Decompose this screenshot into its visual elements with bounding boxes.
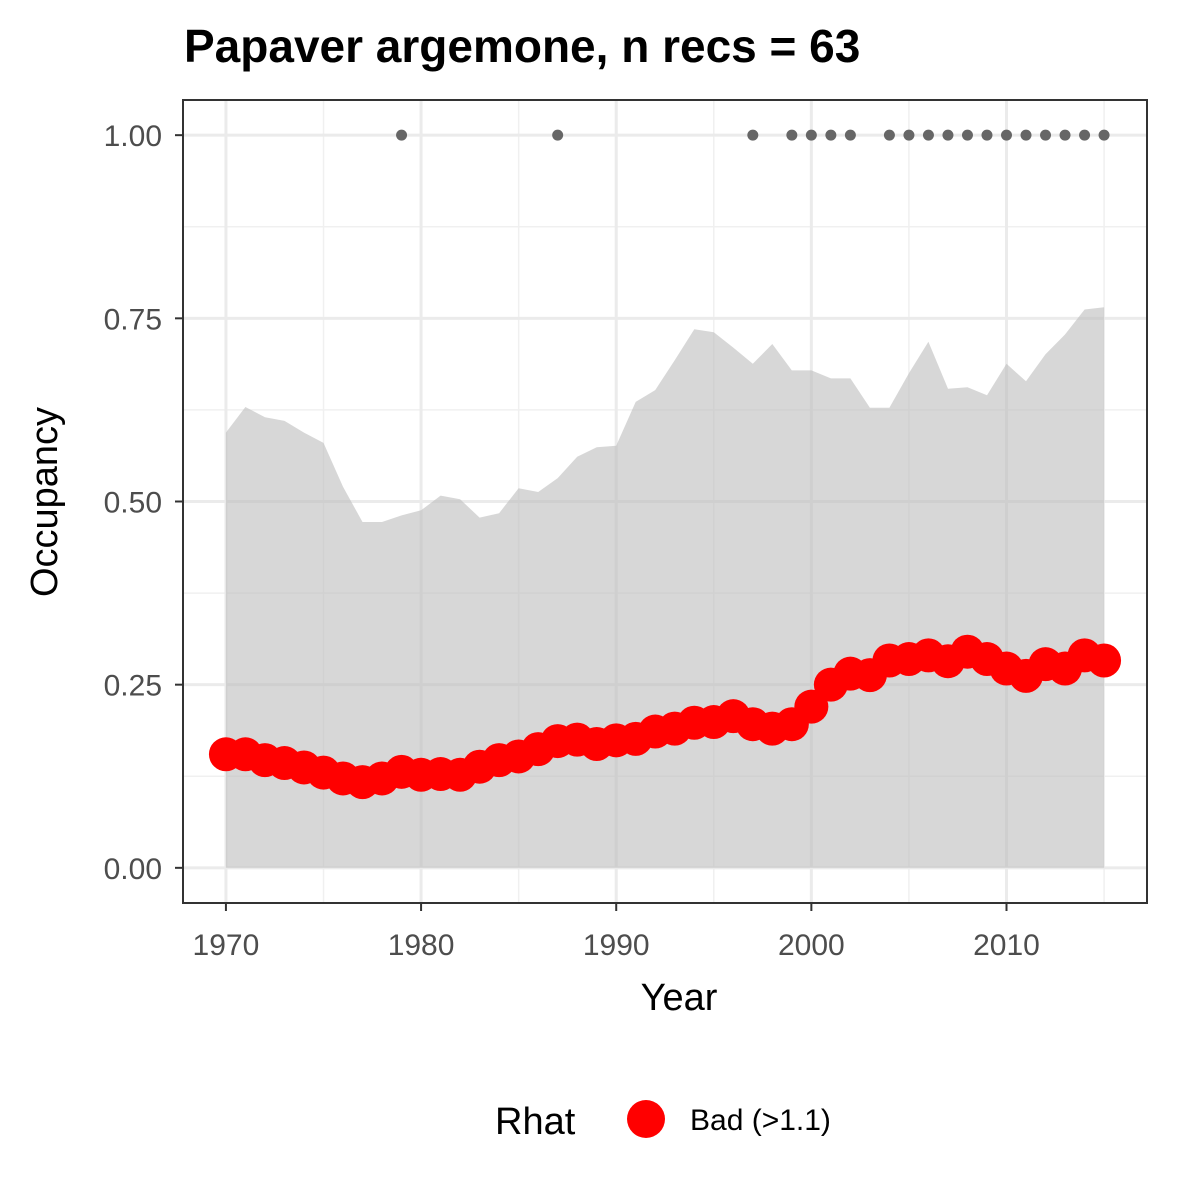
legend-title: Rhat [495, 1101, 576, 1143]
record-point [942, 129, 954, 141]
record-point [747, 129, 759, 141]
record-point [1079, 129, 1091, 141]
x-tick-label: 2000 [778, 929, 845, 962]
record-point [396, 129, 408, 141]
x-tick-label: 1990 [583, 929, 650, 962]
legend-key-bad [627, 1100, 665, 1138]
legend: Rhat Bad (>1.1) [495, 1100, 831, 1143]
points-layer [208, 634, 1122, 800]
y-tick-label: 0.50 [104, 487, 162, 520]
x-axis-title: Year [641, 977, 718, 1019]
x-tick-label: 1970 [193, 929, 260, 962]
y-tick-label: 0.25 [104, 670, 162, 703]
record-point [805, 129, 817, 141]
record-point [552, 129, 564, 141]
estimate-point [1087, 643, 1122, 678]
record-point [961, 129, 973, 141]
x-tick-label: 1980 [388, 929, 455, 962]
record-point [903, 129, 915, 141]
record-point [786, 129, 798, 141]
y-axis-title: Occupancy [24, 407, 66, 597]
y-tick-label: 0.00 [104, 853, 162, 886]
record-point [981, 129, 993, 141]
legend-label-bad: Bad (>1.1) [690, 1104, 831, 1137]
ribbon-area [225, 307, 1105, 868]
axis-layer: 1970 1980 1990 2000 2010 0.00 0.25 0.50 0.75 1.00 [104, 120, 1040, 962]
record-point [1000, 129, 1012, 141]
chart-title: Papaver argemone, n recs = 63 [184, 20, 860, 72]
record-point [883, 129, 895, 141]
y-tick-label: 1.00 [104, 120, 162, 153]
record-point [844, 129, 856, 141]
ribbon-layer [225, 307, 1105, 868]
record-point [1098, 129, 1110, 141]
estimate-point [794, 689, 829, 724]
records-layer [396, 129, 1110, 141]
record-point [825, 129, 837, 141]
record-point [1059, 129, 1071, 141]
record-point [1040, 129, 1052, 141]
record-point [1020, 129, 1032, 141]
record-point [922, 129, 934, 141]
y-tick-label: 0.75 [104, 303, 162, 336]
x-tick-label: 2010 [973, 929, 1040, 962]
